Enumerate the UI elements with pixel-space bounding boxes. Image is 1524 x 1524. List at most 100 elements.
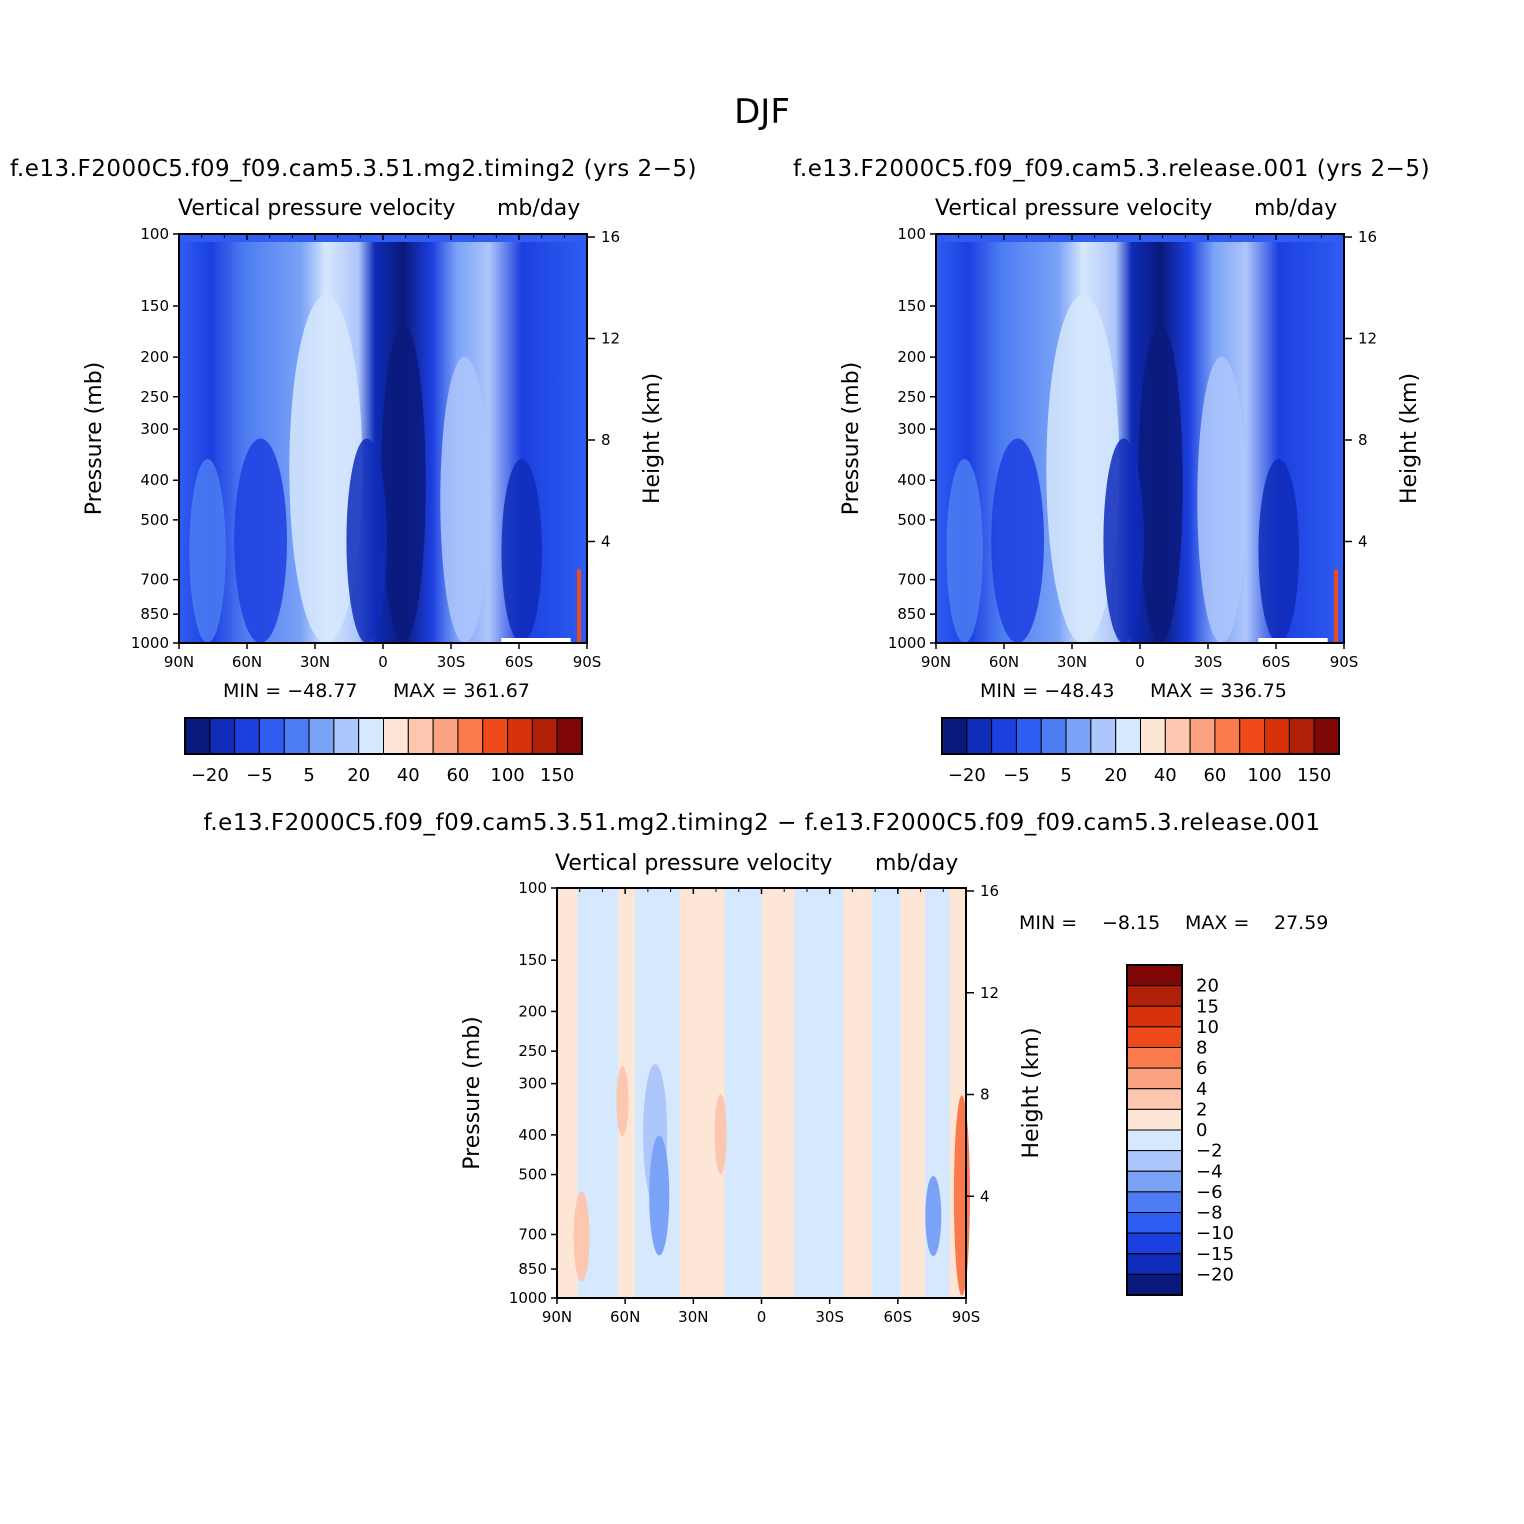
panel1-cbar-label-2: 5 [303, 765, 314, 786]
panel3-cbar-label-4: 6 [1196, 1058, 1207, 1079]
panel1-cbar-frame [184, 717, 583, 755]
panel2-min: MIN = −48.43 [980, 680, 1115, 702]
panel3-cbar-label-13: −15 [1196, 1244, 1234, 1265]
panel1: 100 150 200 250 300 400 500 700 850 1000 16 12 8 4 90N… [60, 190, 680, 790]
panel3-plot: 100150200250300400500700850100016128490N… [460, 879, 1234, 1326]
panel2-ytick-label-2: 200 [897, 348, 926, 366]
panel1-cbar-box-0 [184, 717, 211, 755]
panel2-contour-0 [1046, 295, 1120, 643]
panel2-cbar-box-14 [1288, 717, 1315, 755]
panel3-band-4 [871, 888, 901, 1298]
panel2-cbar-box-13 [1264, 717, 1290, 755]
panel2-xtick-label-3: 0 [1135, 653, 1145, 671]
panel1-rtick-label-1: 12 [601, 329, 620, 347]
panel3-cbar-label-9: −4 [1196, 1161, 1223, 1182]
panel3-cbar-label-3: 8 [1196, 1038, 1207, 1059]
panel3-cbar-box-8 [1126, 1129, 1183, 1152]
panel3-cbar-box-10 [1126, 1170, 1183, 1193]
panel3-ytick-label-5: 400 [518, 1126, 547, 1144]
panel3-cbar-label-11: −8 [1196, 1203, 1223, 1224]
panel2-cbar-box-9 [1164, 717, 1191, 755]
panel2-cbar-box-7 [1115, 717, 1141, 755]
panel3-cbar-box-6 [1126, 1088, 1183, 1110]
panel3-spot-4 [714, 1094, 727, 1174]
panel1-cbar-label-5: 60 [446, 765, 469, 786]
panel1-cbar-label-4: 40 [397, 765, 420, 786]
panel3-cbar-label-6: 2 [1196, 1099, 1207, 1120]
panel1-cbar-box-12 [482, 717, 509, 755]
panel1-rtick-label-2: 8 [601, 431, 611, 449]
panel3-cbar-box-2 [1126, 1005, 1183, 1028]
panel2-contour-4 [991, 438, 1044, 643]
panel2-cbar-box-2 [991, 717, 1017, 755]
panel2-max: MAX = 336.75 [1150, 680, 1287, 702]
panel1-cbar-box-9 [407, 717, 434, 755]
panel2-cbar-box-0 [941, 717, 968, 755]
panel1-contour-4 [234, 438, 287, 643]
panel1-surface-mask [501, 638, 571, 643]
panel1-cbar-box-6 [333, 717, 360, 755]
panel3-spot-2 [925, 1176, 942, 1256]
panel3-ytick-label-3: 250 [518, 1042, 547, 1060]
panel3-plot-title: Vertical pressure velocity [555, 851, 833, 876]
panel3-cbar-label-12: −10 [1196, 1223, 1234, 1244]
panel2-cbar-frame [941, 717, 1340, 755]
panel2-rtick-label-0: 16 [1358, 228, 1377, 246]
panel3-spot-6 [573, 1191, 590, 1282]
panel1-contour-3 [440, 356, 489, 643]
panel2-xtick-label-5: 60S [1262, 653, 1291, 671]
panel3-spot-1 [649, 1135, 670, 1256]
panel2-xtick-label-6: 90S [1330, 653, 1359, 671]
panel2-contour-5 [1258, 458, 1299, 643]
panel1-ytick-label-9: 1000 [131, 634, 169, 652]
panel2-cbar-label-7: 150 [1297, 765, 1331, 786]
panel1-cbar-box-8 [383, 717, 409, 755]
panel1-xtick-label-2: 30N [300, 653, 330, 671]
panel2: 100 150 200 250 300 400 500 700 850 1000 16 12 8 4 90N… [817, 190, 1437, 790]
panel3-cbar-label-7: 0 [1196, 1120, 1207, 1141]
panel3-spot-3 [616, 1066, 629, 1137]
panel3-ytick-label-4: 300 [518, 1075, 547, 1093]
panel3-cbar-box-9 [1126, 1150, 1183, 1172]
panel2-ytick-label-8: 850 [897, 605, 926, 623]
panel3-cbar-box-0 [1126, 964, 1183, 987]
panel3-ytick-label-9: 1000 [509, 1289, 547, 1307]
panel1-cbar-box-15 [556, 717, 583, 755]
panel3-band-3 [794, 888, 844, 1298]
panel3-xtick-label-6: 90S [952, 1308, 981, 1326]
panel3-ytick-label-6: 500 [518, 1166, 547, 1184]
panel1-cbar-box-2 [234, 717, 260, 755]
panel1-cbar-box-1 [209, 717, 236, 755]
panel1-cbar-box-11 [457, 717, 484, 755]
panel1-title: f.e13.F2000C5.f09_f09.cam5.3.51.mg2.timi… [10, 156, 697, 182]
panel2-cbar-box-3 [1015, 717, 1042, 755]
panel1-cbar-box-3 [258, 717, 285, 755]
panel2-xtick-label-1: 60N [989, 653, 1019, 671]
panel2-cbar-label-5: 60 [1203, 765, 1226, 786]
panel1-cbar-label-1: −5 [246, 765, 273, 786]
panel3-ytick-label-0: 100 [518, 879, 547, 897]
panel2-contour-6 [946, 458, 983, 643]
panel2-cbar-box-5 [1065, 717, 1092, 755]
panel3-cbar-label-14: −20 [1196, 1264, 1234, 1285]
panel3-cbar-label-8: −2 [1196, 1141, 1223, 1162]
panel2-ytick-label-3: 250 [897, 388, 926, 406]
panel3-cbar-box-14 [1126, 1253, 1183, 1275]
panel2-ylabel-right: Height (km) [1397, 373, 1422, 504]
panel1-contour-0 [289, 295, 363, 643]
panel3-ytick-label-1: 150 [518, 951, 547, 969]
panel2-ytick-label-5: 400 [897, 471, 926, 489]
panel1-contour-2 [346, 438, 387, 643]
panel1-ylabel-right: Height (km) [640, 373, 665, 504]
panel1-ytick-label-1: 150 [140, 297, 169, 315]
panel3-cbar-label-1: 15 [1196, 996, 1219, 1017]
panel1-min: MIN = −48.77 [223, 680, 358, 702]
panel1-contour-1 [381, 323, 426, 643]
panel1-rtick-label-3: 4 [601, 532, 611, 550]
panel2-cbar-box-1 [966, 717, 993, 755]
panel3-cbar-box-15 [1126, 1273, 1183, 1296]
panel3-cbar-box-13 [1126, 1232, 1183, 1255]
panel1-ytick-label-8: 850 [140, 605, 169, 623]
panel3-cbar-label-10: −6 [1196, 1182, 1223, 1203]
panel2-cbar-box-11 [1214, 717, 1241, 755]
